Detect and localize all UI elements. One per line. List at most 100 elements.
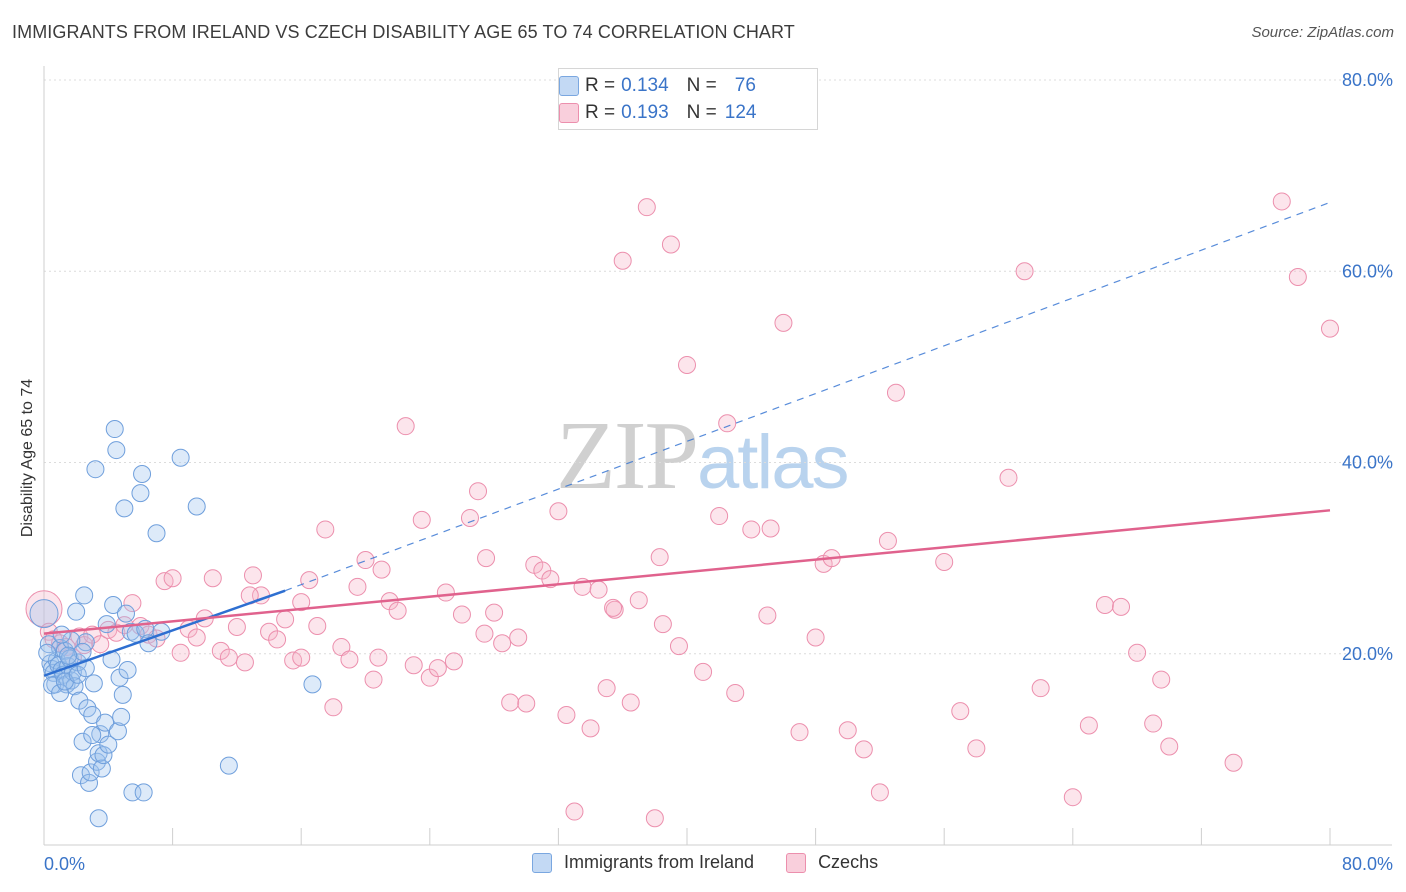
legend-row-ireland: R = 0.134 N = 76 (559, 74, 756, 98)
legend-item-czech: Czechs (786, 852, 878, 873)
czech-point (581, 719, 600, 738)
czech-point (475, 624, 494, 643)
ireland-legend-swatch (532, 852, 552, 873)
y-tick-label: 20.0% (1342, 644, 1393, 664)
ireland-point (113, 685, 132, 704)
czech-point (235, 653, 254, 672)
czech-point (838, 721, 857, 740)
czech-point (396, 417, 415, 436)
czech-point (597, 679, 616, 698)
ireland-point (89, 809, 108, 828)
ireland-point (133, 464, 152, 483)
r-value: 0.193 (621, 102, 669, 123)
czech-point (541, 570, 560, 589)
ireland-point (83, 726, 102, 745)
legend-label-ireland: Immigrants from Ireland (564, 852, 755, 872)
czech-point (348, 577, 367, 596)
ireland-point (99, 735, 118, 754)
czech-point (613, 251, 632, 270)
czech-point (589, 580, 608, 599)
ireland-point (84, 674, 103, 693)
ireland-swatch (559, 76, 579, 96)
czech-point (678, 355, 696, 374)
ireland-point (73, 642, 92, 661)
czech-swatch (559, 103, 579, 123)
czech-point (372, 560, 391, 579)
czech-point (565, 802, 584, 821)
czech-point (645, 809, 664, 828)
r-label: R = (585, 75, 616, 96)
y-tick-label: 60.0% (1342, 261, 1393, 281)
czech-point (203, 569, 222, 588)
czech-point (388, 601, 407, 620)
czech-point (243, 566, 262, 585)
ireland-trend-extension (284, 201, 1331, 592)
czech-point (694, 662, 713, 681)
n-label: N = (686, 75, 717, 96)
czech-legend-swatch (786, 852, 807, 873)
ireland-point (105, 420, 124, 439)
legend-row-czech: R = 0.193 N = 124 (559, 101, 756, 125)
czech-point (292, 648, 311, 667)
czech-point (653, 615, 672, 634)
czech-point (661, 235, 680, 254)
correlation-legend: R = 0.134 N = 76 R = 0.193 N = 124 (558, 68, 818, 130)
chart-source: Source: ZipAtlas.com (1251, 24, 1394, 41)
czech-point (761, 519, 780, 538)
czech-point (878, 531, 897, 550)
czech-point (292, 593, 311, 612)
czech-point (493, 634, 512, 653)
czech-point (477, 549, 496, 568)
czech-point (268, 630, 287, 649)
czech-point (557, 705, 576, 724)
ireland-point (75, 586, 94, 605)
czech-point (163, 569, 182, 588)
ireland-point (118, 661, 137, 680)
ireland-point (115, 499, 134, 518)
czech-point (171, 643, 190, 662)
czech-point (460, 508, 479, 527)
czechs-points (25, 192, 1339, 828)
czech-point (369, 648, 388, 667)
czech-point (1031, 679, 1050, 698)
czech-point (1015, 262, 1034, 281)
czech-point (324, 698, 343, 717)
ireland-point (131, 484, 150, 503)
czech-point (452, 605, 471, 624)
czech-point (308, 617, 327, 636)
ireland-point (303, 675, 322, 694)
czech-point (501, 693, 520, 712)
ireland-point (81, 763, 100, 782)
czech-point (356, 551, 375, 570)
czech-point (428, 659, 447, 678)
czech-point (25, 590, 63, 628)
czech-point (1095, 595, 1114, 614)
czech-point (364, 670, 383, 689)
ireland-point (51, 683, 70, 702)
series-legend: Immigrants from Ireland Czechs (532, 852, 910, 873)
tick-labels: 20.0% 40.0% 60.0% 80.0% 0.0% 80.0% (44, 70, 1393, 874)
ireland-points (29, 420, 322, 828)
czech-point (758, 606, 777, 625)
ireland-point (112, 707, 131, 726)
czech-point (517, 694, 536, 713)
czech-point (1079, 716, 1098, 735)
chart-title: IMMIGRANTS FROM IRELAND VS CZECH DISABIL… (12, 22, 795, 42)
czech-point (999, 468, 1018, 487)
czech-point (300, 571, 319, 590)
czech-point (790, 723, 809, 742)
czech-point (629, 591, 648, 610)
czech-point (951, 702, 970, 721)
czech-point (1128, 643, 1147, 662)
ireland-point (104, 595, 123, 614)
czech-trend-line (43, 509, 1331, 635)
czech-point (227, 617, 246, 636)
n-value: 76 (734, 75, 756, 96)
czech-point (1321, 319, 1339, 338)
czech-point (509, 628, 528, 647)
ireland-point (134, 783, 153, 802)
ireland-point (86, 460, 105, 479)
y-tick-label: 40.0% (1342, 453, 1393, 473)
czech-point (549, 502, 568, 521)
